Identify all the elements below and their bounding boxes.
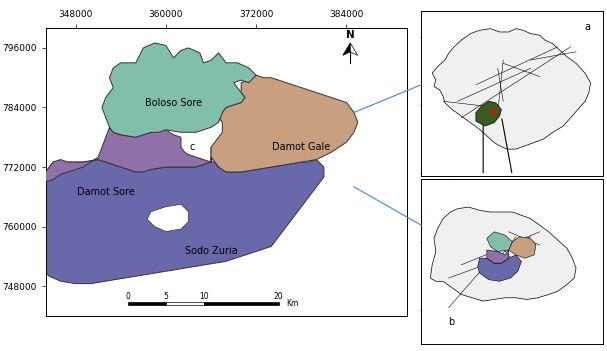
Polygon shape [509, 237, 536, 258]
Polygon shape [34, 160, 324, 284]
Text: Sodo Zuria: Sodo Zuria [185, 246, 237, 256]
Polygon shape [42, 127, 219, 182]
Polygon shape [487, 250, 509, 263]
Polygon shape [476, 101, 501, 126]
Text: Km: Km [287, 299, 299, 308]
Text: 5: 5 [163, 292, 168, 300]
Bar [203, 302, 279, 305]
Polygon shape [343, 43, 350, 55]
Text: a: a [585, 22, 591, 32]
Polygon shape [147, 204, 189, 232]
Text: 20: 20 [274, 292, 283, 300]
Bar [166, 302, 203, 305]
Polygon shape [487, 232, 512, 252]
Text: 0: 0 [126, 292, 131, 300]
Bar [128, 302, 166, 305]
Polygon shape [102, 43, 256, 137]
Polygon shape [432, 29, 591, 149]
Text: Damot Sore: Damot Sore [77, 187, 135, 197]
Text: 10: 10 [198, 292, 208, 300]
Polygon shape [478, 255, 521, 281]
Text: b: b [449, 318, 455, 327]
Text: Damot Gale: Damot Gale [272, 142, 330, 152]
Polygon shape [211, 75, 358, 172]
Polygon shape [430, 207, 576, 301]
Text: N: N [346, 31, 354, 40]
Text: Boloso Sore: Boloso Sore [145, 98, 202, 107]
Text: c: c [189, 142, 195, 152]
Polygon shape [350, 43, 358, 55]
